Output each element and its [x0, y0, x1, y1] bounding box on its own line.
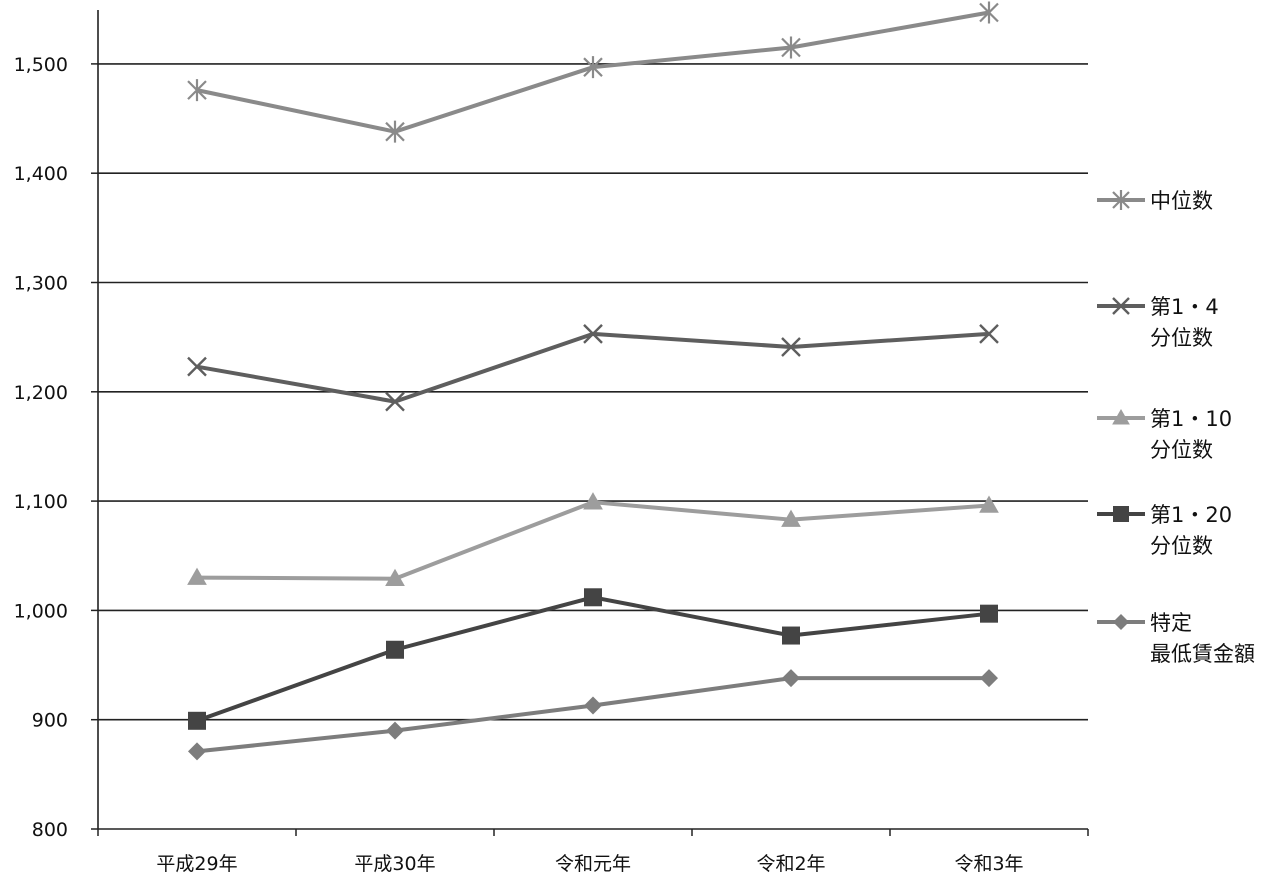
data-point — [386, 640, 404, 659]
legend-label: 分位数 — [1150, 326, 1213, 350]
y-tick-label: 1,000 — [14, 600, 68, 622]
data-point — [187, 356, 207, 377]
legend-label: 分位数 — [1150, 534, 1213, 558]
data-point — [979, 324, 999, 344]
data-point — [583, 492, 603, 510]
series-5 — [188, 669, 998, 761]
series-line — [196, 676, 989, 754]
data-point — [782, 626, 800, 645]
data-point — [1112, 408, 1130, 425]
data-point — [980, 604, 998, 623]
x-tick-label: 令和元年 — [555, 853, 631, 875]
data-point — [781, 337, 801, 357]
data-point — [584, 696, 602, 715]
data-point — [583, 56, 603, 79]
data-point — [979, 1, 999, 24]
series-2 — [187, 324, 999, 412]
data-point — [385, 568, 405, 586]
series-line — [196, 500, 990, 581]
legend-label: 特定 — [1150, 611, 1192, 635]
y-tick-labels: 800 900 1,000 1,100 1,200 1,300 1,400 1,500 — [14, 54, 68, 841]
y-tick-label: 1,300 — [14, 273, 68, 295]
data-point — [782, 669, 800, 688]
legend-label: 分位数 — [1150, 438, 1213, 462]
y-tick-label: 1,400 — [14, 163, 68, 185]
x-tick-label: 平成29年 — [156, 853, 237, 875]
data-point — [187, 567, 207, 585]
data-point — [980, 669, 998, 688]
data-point — [385, 391, 405, 412]
axes — [91, 10, 1089, 836]
legend-item: 第1・10 分位数 — [1097, 407, 1232, 462]
legend-label: 第1・4 — [1150, 295, 1219, 319]
x-tick-label: 令和2年 — [756, 853, 825, 875]
y-tick-label: 1,200 — [14, 382, 68, 404]
legend-label: 第1・20 — [1150, 503, 1232, 527]
data-point — [1113, 614, 1129, 630]
series-4 — [188, 588, 998, 730]
data-point — [781, 509, 801, 527]
data-point — [385, 120, 405, 143]
y-tick-label: 900 — [32, 710, 68, 732]
data-point — [188, 742, 206, 761]
data-point — [386, 721, 404, 740]
series-1 — [187, 1, 999, 143]
data-point — [187, 79, 207, 102]
y-tick-label: 1,500 — [14, 54, 68, 76]
x-tick-label: 令和3年 — [954, 853, 1023, 875]
data-point — [781, 36, 801, 59]
legend-label: 最低賃金額 — [1150, 642, 1255, 666]
legend-label: 第1・10 — [1150, 407, 1232, 431]
data-point — [583, 324, 603, 344]
data-point — [1113, 506, 1129, 522]
data-point — [584, 588, 602, 607]
data-point — [1112, 297, 1130, 315]
data-point — [1112, 190, 1130, 210]
y-tick-label: 1,100 — [14, 491, 68, 513]
data-point — [979, 495, 999, 513]
x-tick-label: 平成30年 — [354, 853, 435, 875]
data-point — [188, 711, 206, 730]
legend-item: 中位数 — [1097, 189, 1213, 213]
legend-label: 中位数 — [1150, 189, 1213, 213]
legend-item: 第1・4 分位数 — [1097, 295, 1219, 350]
legend-item: 第1・20 分位数 — [1097, 503, 1232, 558]
series-group — [187, 1, 999, 761]
series-3 — [187, 492, 999, 586]
x-tick-labels: 平成29年 平成30年 令和元年 令和2年 令和3年 — [156, 853, 1023, 875]
y-tick-label: 800 — [32, 819, 68, 841]
gridlines — [98, 63, 1088, 721]
